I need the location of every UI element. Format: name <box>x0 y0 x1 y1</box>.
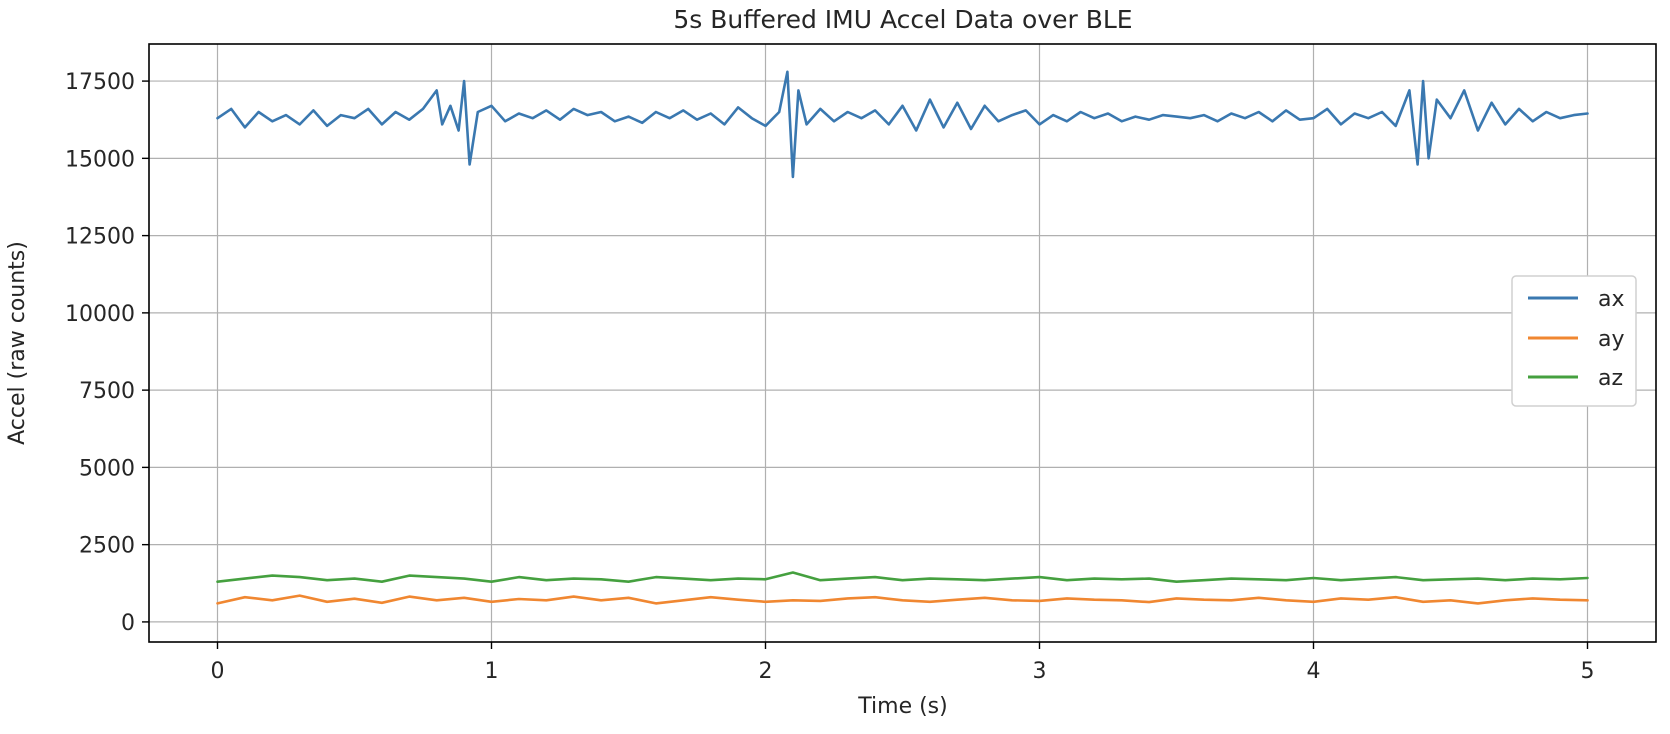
legend-label-ay: ay <box>1598 327 1625 352</box>
x-tick-label-3: 3 <box>1033 659 1047 684</box>
y-tick-label-7: 17500 <box>65 70 135 95</box>
x-tick-label-0: 0 <box>211 659 225 684</box>
y-tick-label-5: 12500 <box>65 225 135 250</box>
x-tick-label-4: 4 <box>1307 659 1321 684</box>
y-tick-label-6: 15000 <box>65 147 135 172</box>
legend-box <box>1511 275 1637 407</box>
y-tick-label-0: 0 <box>121 611 135 636</box>
grid-lines <box>149 44 1656 642</box>
series-line-ay <box>216 594 1589 605</box>
x-tick-label-5: 5 <box>1581 659 1595 684</box>
legend: ax ay az <box>1511 275 1637 407</box>
x-tick-label-2: 2 <box>759 659 773 684</box>
y-tick-label-4: 10000 <box>65 302 135 327</box>
series-line-ax <box>216 70 1589 179</box>
y-tick-label-2: 5000 <box>79 456 135 481</box>
y-tick-label-1: 2500 <box>79 534 135 559</box>
x-axis-title: Time (s) <box>857 694 947 719</box>
chart-title: 5s Buffered IMU Accel Data over BLE <box>673 5 1132 34</box>
legend-label-ax: ax <box>1598 287 1625 312</box>
plot-frame <box>148 43 1657 643</box>
x-axis-ticks: 0 1 2 3 4 5 <box>211 642 1595 684</box>
y-axis-title: Accel (raw counts) <box>5 241 30 445</box>
series-lines <box>216 70 1589 605</box>
x-tick-label-1: 1 <box>485 659 499 684</box>
y-axis-ticks: 0 2500 5000 7500 10000 12500 15000 17500 <box>65 70 149 636</box>
legend-label-az: az <box>1598 366 1623 391</box>
series-line-az <box>216 571 1589 584</box>
y-tick-label-3: 7500 <box>79 379 135 404</box>
